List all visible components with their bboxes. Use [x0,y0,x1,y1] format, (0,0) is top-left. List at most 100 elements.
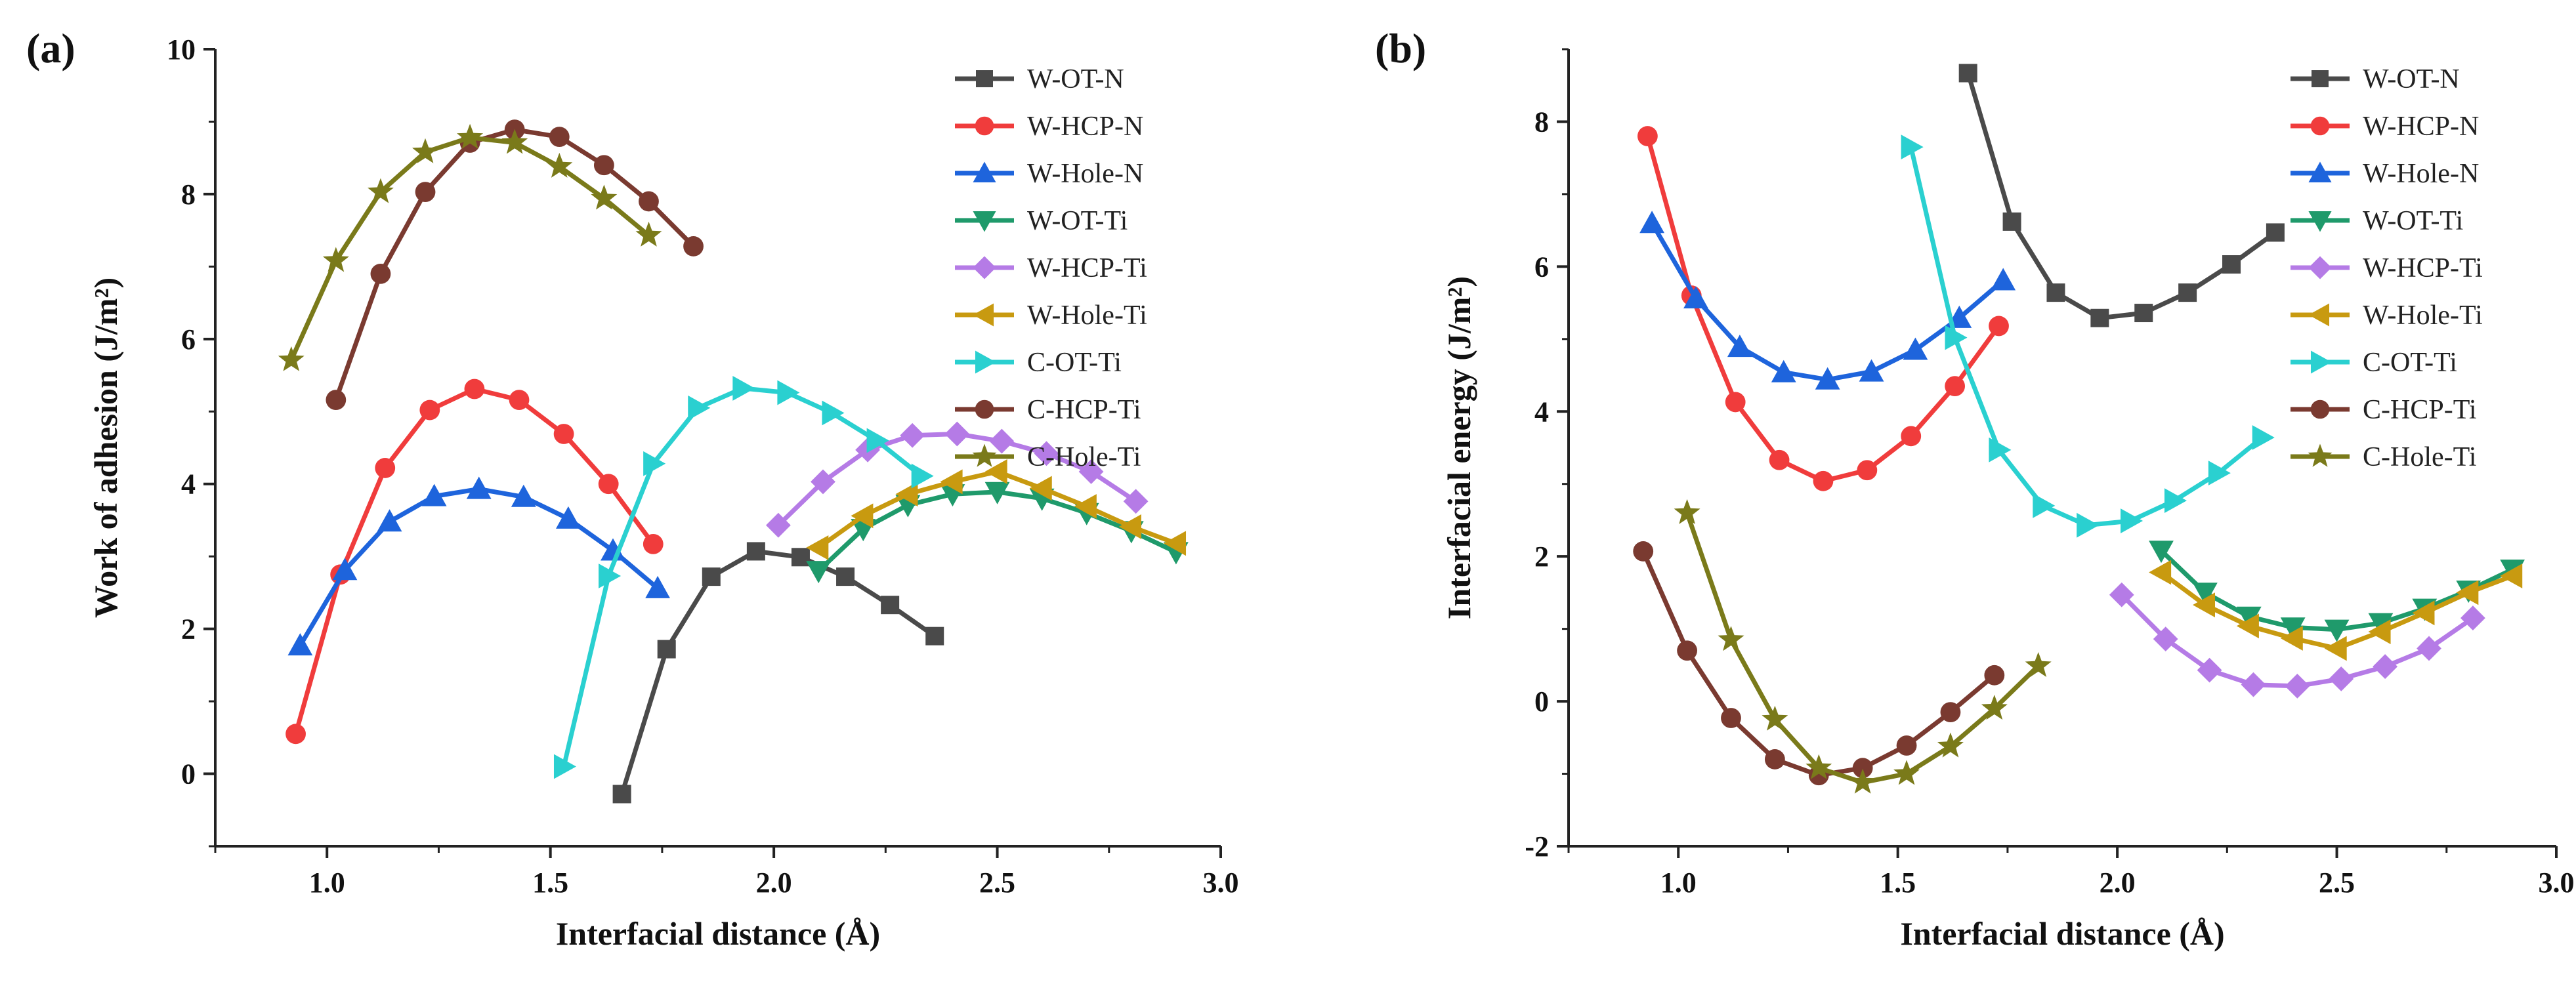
data-point-C-OT-Ti [777,380,800,405]
legend-label: W-Hole-N [1027,159,1143,189]
legend-marker-W-HCP-N [2310,116,2330,136]
panel-label: (b) [1375,25,1426,72]
data-point-W-Hole-Ti [1118,514,1141,539]
series-C-Hole-Ti [1674,499,2052,794]
legend-marker-C-OT-Ti [975,350,996,374]
data-point-W-Hole-N [1859,359,1884,382]
legend-label: W-HCP-Ti [1027,253,1147,283]
series-W-Hole-N [1639,211,2016,390]
data-point-W-HCP-Ti [2373,654,2398,679]
x-tick-label: 2.0 [2100,867,2136,899]
data-point-C-Hole-Ti [1674,499,1700,524]
y-tick-label: 0 [181,758,196,790]
legend-marker-C-OT-Ti [2310,350,2332,374]
legend-label: W-Hole-Ti [2363,300,2483,331]
data-point-W-HCP-N [285,724,306,745]
data-point-C-Hole-Ti [501,129,528,154]
series-W-HCP-Ti [2109,582,2485,699]
legend-marker-W-Hole-Ti [973,303,994,327]
data-point-W-OT-N [612,785,631,804]
data-point-W-OT-N [881,596,900,615]
data-point-W-HCP-N [1637,126,1658,146]
data-point-C-OT-Ti [643,451,666,476]
data-point-W-Hole-Ti [2324,636,2347,661]
data-point-C-Hole-Ti [635,221,662,247]
data-point-W-Hole-N [421,483,447,506]
data-point-W-Hole-Ti [1164,531,1187,556]
chart-panel-b: (b) 1.0 1.5 2.0 2.5 3.0 -2 0 2 4 6 8 Interfacial dis… [1375,25,2575,952]
series-W-HCP-N [285,379,664,745]
data-point-C-OT-Ti [599,564,622,588]
data-point-C-Hole-Ti [322,247,349,272]
series-C-OT-Ti [553,376,934,779]
series-C-OT-Ti [1901,134,2275,538]
series-W-OT-N [612,542,944,804]
chart-panel-a: (a) 1.0 1.5 2.0 2.5 3.0 0 2 4 6 8 10 Interfacial dis… [26,25,1239,952]
data-point-W-OT-N [702,567,721,586]
legend-label: W-OT-N [1027,64,1124,94]
data-point-W-Hole-Ti [2149,560,2172,585]
legend-marker-W-Hole-N [973,161,996,183]
series-W-Hole-Ti [2149,560,2523,661]
data-point-C-Hole-Ti [1805,754,1832,779]
data-point-C-Hole-Ti [1849,768,1876,794]
x-tick-label: 2.0 [756,867,792,899]
y-tick-label: 0 [1534,686,1549,718]
data-point-W-OT-Ti [2280,617,2306,640]
data-point-C-Hole-Ti [1718,626,1744,651]
data-point-C-HCP-Ti [415,182,436,202]
y-tick-label: 4 [181,468,196,501]
data-point-W-Hole-N [1727,335,1752,358]
x-tick-label: 1.0 [309,867,345,899]
data-point-W-Hole-Ti [1029,476,1052,501]
data-point-W-OT-N [2090,308,2109,327]
legend-marker-W-OT-N [976,70,993,87]
series-W-Hole-Ti [806,459,1187,560]
data-point-W-OT-N [1958,64,1977,83]
series-C-HCP-Ti [326,119,704,410]
y-tick-label: 6 [181,323,196,356]
data-point-W-OT-N [2002,212,2021,231]
legend-marker-W-OT-N [2312,70,2329,87]
series-W-OT-N [1958,64,2285,327]
data-point-C-HCP-Ti [1896,735,1917,756]
data-point-W-Hole-N [645,575,670,598]
data-point-W-OT-N [657,640,676,659]
data-point-C-HCP-Ti [639,191,659,212]
data-point-W-Hole-Ti [806,535,829,560]
x-tick-label: 1.5 [532,867,568,899]
series-W-HCP-N [1637,126,2009,491]
y-axis-title: Work of adhesion (J/m²) [87,277,124,618]
legend-marker-W-OT-Ti [973,211,996,232]
x-tick-label: 2.5 [2319,867,2355,899]
legend-marker-C-Hole-Ti [2308,443,2333,467]
data-point-W-Hole-N [556,506,581,529]
legend-marker-W-HCP-Ti [2308,256,2332,279]
series-line-C-HCP-Ti [333,127,696,403]
data-point-C-OT-Ti [822,400,845,426]
series-W-Hole-N [287,476,670,656]
data-point-W-HCP-Ti [1034,441,1059,466]
legend-label: W-HCP-N [2363,112,2479,142]
data-point-W-HCP-N [1813,470,1834,491]
data-point-W-Hole-N [1991,268,2016,291]
data-point-C-HCP-Ti [1940,702,1961,723]
data-point-W-Hole-Ti [1074,494,1097,519]
data-point-C-HCP-Ti [593,155,614,176]
data-point-W-OT-N [2046,283,2065,302]
data-point-W-HCP-Ti [989,428,1015,454]
series-line-W-Hole-N [1649,220,2006,382]
data-point-W-Hole-N [1903,337,1928,360]
x-axis-title: Interfacial distance (Å) [1900,915,2224,952]
legend-marker-W-Hole-Ti [2308,303,2330,327]
data-point-W-HCP-Ti [2241,672,2266,697]
data-point-W-HCP-N [1945,376,1966,397]
legend-marker-W-HCP-Ti [973,256,996,279]
data-point-W-HCP-N [419,400,440,420]
data-point-W-Hole-N [511,484,536,507]
data-point-C-Hole-Ti [546,152,573,178]
legend-label: C-Hole-Ti [1027,442,1141,472]
data-point-W-OT-N [2134,304,2153,323]
legend-label: W-HCP-Ti [2363,253,2483,283]
legend-label: W-OT-Ti [2363,206,2463,236]
